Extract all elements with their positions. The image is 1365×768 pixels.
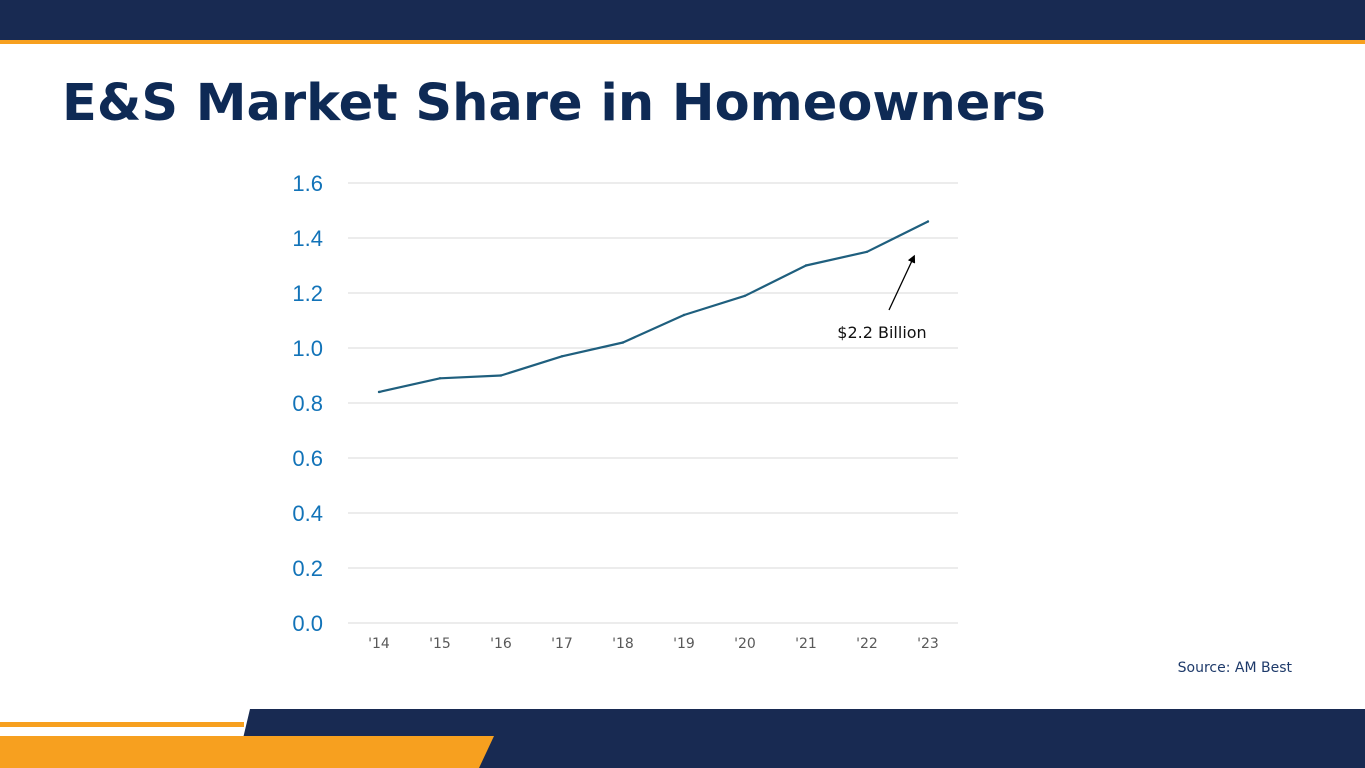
y-tick-label: 0.6 — [292, 446, 323, 471]
annotation-group: $2.2 Billion — [837, 254, 927, 342]
footer-gold-block — [0, 736, 494, 768]
data-point — [499, 374, 503, 377]
x-tick-label: '15 — [429, 636, 451, 652]
footer-navy-block — [236, 709, 1365, 768]
x-tick-label: '14 — [368, 636, 390, 652]
slide-title: E&S Market Share in Homeowners — [62, 74, 1046, 133]
y-tick-label: 0.2 — [292, 556, 323, 581]
top-accent-stripe — [0, 40, 1365, 44]
data-point — [438, 377, 442, 380]
series-group — [377, 220, 930, 394]
data-point — [560, 355, 564, 358]
top-banner — [0, 0, 1365, 40]
y-tick-label: 1.6 — [292, 171, 323, 196]
x-tick-label: '18 — [612, 636, 634, 652]
data-point — [377, 390, 381, 394]
x-tick-label: '17 — [551, 636, 573, 652]
y-tick-label: 0.0 — [292, 611, 323, 636]
x-tick-label: '21 — [795, 636, 817, 652]
x-tick-label: '19 — [673, 636, 695, 652]
x-tick-label: '20 — [734, 636, 756, 652]
footer-banner — [0, 709, 1365, 768]
series-line — [378, 220, 929, 394]
x-axis-ticks: '14 '15 '16 '17 '18 '19 '20 '21 '22 '23 — [368, 636, 939, 652]
y-tick-label: 1.4 — [292, 226, 323, 251]
annotation-arrow — [888, 254, 916, 311]
y-tick-label: 0.4 — [292, 501, 323, 526]
y-tick-label: 1.2 — [292, 281, 323, 306]
y-tick-label: 0.8 — [292, 391, 323, 416]
x-tick-label: '16 — [490, 636, 512, 652]
data-point — [743, 294, 747, 297]
data-point — [682, 313, 686, 317]
annotation-label: $2.2 Billion — [837, 323, 926, 342]
data-point — [865, 250, 869, 253]
y-tick-label: 1.0 — [292, 336, 323, 361]
line-chart: 0.0 0.2 0.4 0.6 0.8 1.0 1.2 1.4 1.6 '14 '15 '16 '17… — [292, 171, 958, 652]
y-axis-ticks: 0.0 0.2 0.4 0.6 0.8 1.0 1.2 1.4 1.6 — [292, 171, 323, 636]
x-tick-label: '22 — [856, 636, 878, 652]
data-point — [926, 220, 930, 223]
data-point — [621, 341, 625, 344]
x-tick-label: '23 — [917, 636, 939, 652]
source-note: Source: AM Best — [1177, 660, 1292, 676]
footer-gold-line — [0, 722, 244, 727]
grid-lines — [348, 182, 958, 624]
data-point — [804, 264, 808, 267]
